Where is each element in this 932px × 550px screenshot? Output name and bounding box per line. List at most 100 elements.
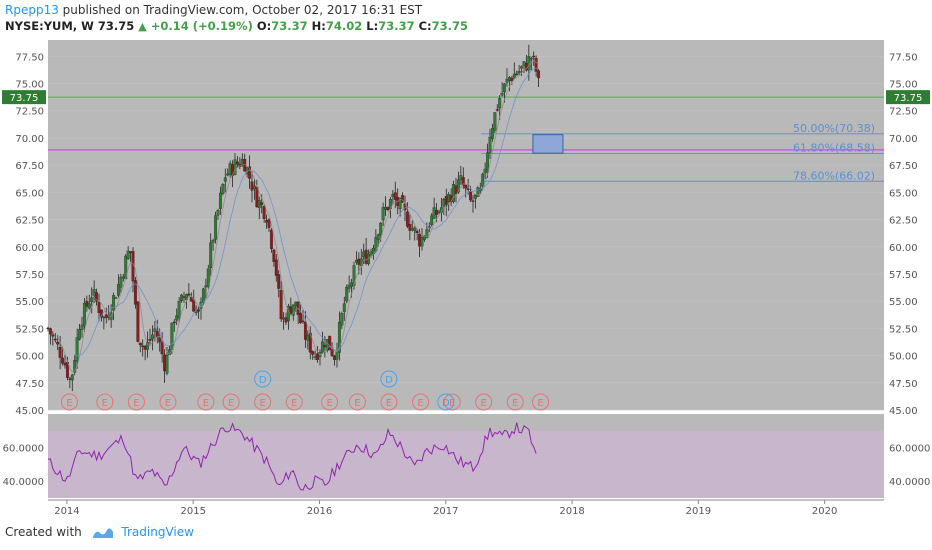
candle-body[interactable] <box>56 341 60 345</box>
candle-body[interactable] <box>187 293 191 296</box>
candle-body[interactable] <box>466 188 470 190</box>
earnings-marker[interactable] <box>197 393 215 411</box>
candle-body[interactable] <box>413 227 417 231</box>
candle-body[interactable] <box>350 282 354 287</box>
candle-body[interactable] <box>248 166 252 179</box>
candle-body[interactable] <box>58 347 62 358</box>
candle-body[interactable] <box>507 77 511 82</box>
candle-body[interactable] <box>129 251 133 253</box>
earnings-marker[interactable] <box>321 393 339 411</box>
candle-body[interactable] <box>63 362 67 366</box>
candle-body[interactable] <box>204 285 208 288</box>
candle-body[interactable] <box>165 354 169 374</box>
candle-body[interactable] <box>87 303 91 309</box>
candle-body[interactable] <box>362 251 366 258</box>
candle-body[interactable] <box>80 324 84 331</box>
candle-body[interactable] <box>279 289 283 320</box>
candle-body[interactable] <box>418 233 422 247</box>
candle-body[interactable] <box>354 260 358 263</box>
candle-body[interactable] <box>126 250 130 259</box>
candle-body[interactable] <box>143 346 147 350</box>
candle-body[interactable] <box>211 240 215 243</box>
candle-body[interactable] <box>284 317 288 323</box>
candle-body[interactable] <box>405 211 409 227</box>
candle-body[interactable] <box>447 194 451 202</box>
candle-body[interactable] <box>53 338 57 341</box>
candle-body[interactable] <box>517 71 521 74</box>
candle-body[interactable] <box>226 173 230 176</box>
candle-body[interactable] <box>384 206 388 210</box>
candle-body[interactable] <box>391 194 395 197</box>
dividend-marker[interactable] <box>254 370 272 388</box>
candle-body[interactable] <box>483 168 487 174</box>
candle-body[interactable] <box>291 304 295 316</box>
candle-body[interactable] <box>495 109 499 111</box>
candle-body[interactable] <box>311 351 315 355</box>
candle-body[interactable] <box>471 200 475 202</box>
earnings-marker[interactable] <box>96 393 114 411</box>
candle-body[interactable] <box>252 185 256 189</box>
candle-body[interactable] <box>138 342 142 346</box>
candle-body[interactable] <box>141 345 145 347</box>
candle-body[interactable] <box>379 222 383 235</box>
candle-body[interactable] <box>223 177 227 182</box>
candle-body[interactable] <box>180 294 184 301</box>
candle-body[interactable] <box>505 78 509 83</box>
earnings-marker[interactable] <box>127 393 145 411</box>
candle-body[interactable] <box>437 211 441 213</box>
candle-body[interactable] <box>114 297 118 299</box>
earnings-marker[interactable] <box>285 393 303 411</box>
candle-body[interactable] <box>61 357 65 364</box>
candle-body[interactable] <box>282 317 286 320</box>
candle-body[interactable] <box>172 321 176 324</box>
candle-body[interactable] <box>206 268 210 287</box>
candle-body[interactable] <box>228 163 232 175</box>
candle-body[interactable] <box>486 152 490 173</box>
candle-body[interactable] <box>262 206 266 219</box>
candle-body[interactable] <box>75 337 79 362</box>
candle-body[interactable] <box>408 224 412 231</box>
candle-body[interactable] <box>500 92 504 96</box>
candle-body[interactable] <box>216 210 220 216</box>
candle-body[interactable] <box>48 328 52 335</box>
candle-body[interactable] <box>160 342 164 355</box>
tradingview-link[interactable]: TradingView <box>121 525 194 539</box>
dividend-marker[interactable] <box>437 393 455 411</box>
candle-body[interactable] <box>313 356 317 358</box>
candle-body[interactable] <box>277 274 281 289</box>
candle-body[interactable] <box>456 179 460 193</box>
earnings-marker[interactable] <box>443 393 461 411</box>
candle-body[interactable] <box>163 354 167 372</box>
candle-body[interactable] <box>112 295 116 311</box>
candle-body[interactable] <box>153 328 157 332</box>
candle-body[interactable] <box>459 175 463 180</box>
earnings-marker[interactable] <box>60 393 78 411</box>
earnings-marker[interactable] <box>222 393 240 411</box>
candle-body[interactable] <box>461 177 465 186</box>
candle-body[interactable] <box>146 342 150 350</box>
candle-body[interactable] <box>299 313 303 323</box>
candle-body[interactable] <box>347 284 351 289</box>
candle-body[interactable] <box>102 316 106 319</box>
author-link[interactable]: Rpepp13 <box>5 3 59 17</box>
candle-body[interactable] <box>432 207 436 219</box>
candle-body[interactable] <box>68 378 72 380</box>
candle-body[interactable] <box>330 349 334 356</box>
candle-body[interactable] <box>393 192 397 200</box>
candle-body[interactable] <box>73 360 77 373</box>
candle-body[interactable] <box>316 353 320 360</box>
earnings-marker[interactable] <box>506 393 524 411</box>
candle-body[interactable] <box>335 351 339 360</box>
candle-body[interactable] <box>401 195 405 203</box>
candle-body[interactable] <box>116 284 120 296</box>
candle-body[interactable] <box>527 56 531 71</box>
candle-body[interactable] <box>175 315 179 321</box>
candle-body[interactable] <box>136 301 140 342</box>
candle-body[interactable] <box>177 301 181 318</box>
candle-body[interactable] <box>78 329 82 340</box>
candle-body[interactable] <box>430 215 434 225</box>
candle-body[interactable] <box>121 276 125 279</box>
candle-body[interactable] <box>95 292 99 302</box>
candle-body[interactable] <box>498 98 502 109</box>
candle-body[interactable] <box>534 58 538 72</box>
